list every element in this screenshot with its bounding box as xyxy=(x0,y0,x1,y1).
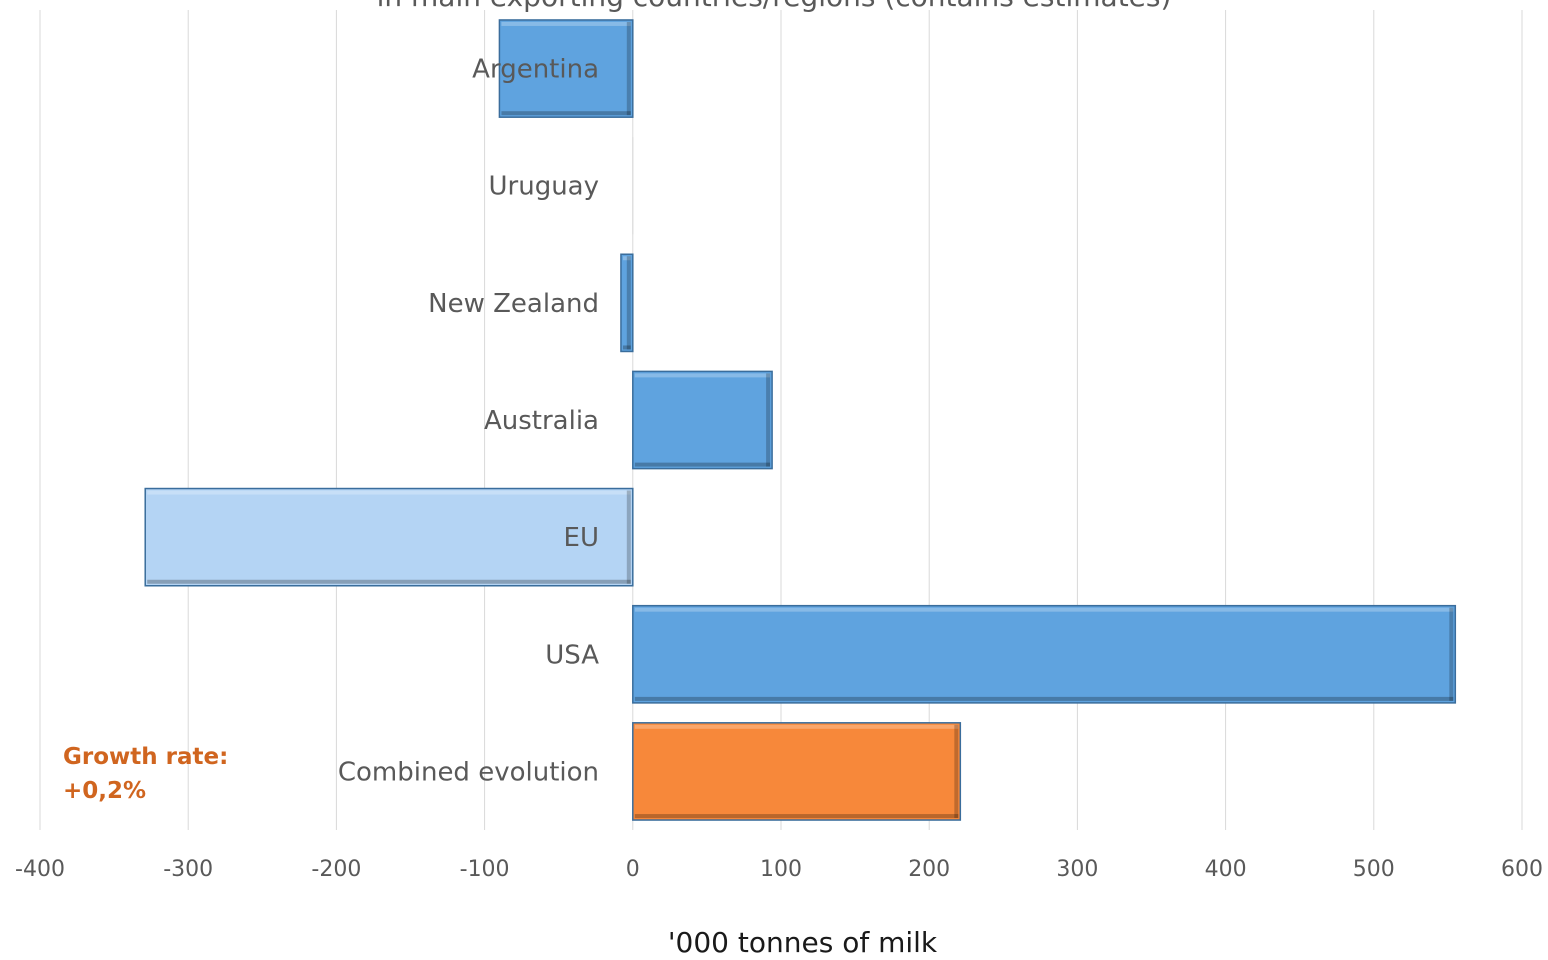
bar-bevel-right xyxy=(626,490,631,584)
x-tick-label: 200 xyxy=(908,857,950,882)
bar-bevel-right xyxy=(626,256,631,350)
category-label: EU xyxy=(564,523,599,553)
bar-new-zealand xyxy=(620,253,634,353)
bar-bevel-top xyxy=(501,21,631,26)
x-tick-label: 600 xyxy=(1501,857,1543,882)
x-tick-label: -100 xyxy=(460,857,510,882)
bar-bevel-top xyxy=(147,490,631,495)
bars xyxy=(144,19,1457,821)
bar-rect xyxy=(620,253,634,353)
bar-bevel-right xyxy=(766,373,771,467)
x-tick-label: -400 xyxy=(15,857,65,882)
x-tick-label: 100 xyxy=(760,857,802,882)
x-tick-label: -300 xyxy=(163,857,213,882)
category-label: New Zealand xyxy=(428,289,599,319)
bar-bevel-right xyxy=(954,724,959,819)
bar-bevel-top xyxy=(634,724,959,729)
bar-bevel-top xyxy=(634,607,1454,612)
bar-rect xyxy=(144,487,634,587)
category-label: Australia xyxy=(484,406,599,436)
chart-subtitle: in main exporting countries/regions (con… xyxy=(0,0,1548,13)
x-tick-label: 300 xyxy=(1056,857,1098,882)
category-labels: Argentina Uruguay New Zealand Australia EU US… xyxy=(338,55,599,788)
bar-argentina xyxy=(498,19,634,118)
category-label: USA xyxy=(545,640,599,670)
bar-bevel-bottom xyxy=(634,814,959,819)
bar-bevel-bottom xyxy=(147,579,631,584)
growth-rate-note: Growth rate: +0,2% xyxy=(63,740,228,808)
x-tick-label: 500 xyxy=(1353,857,1395,882)
x-tick-label: -200 xyxy=(311,857,361,882)
bar-bevel-right xyxy=(626,21,631,116)
x-axis-title: '000 tonnes of milk xyxy=(667,926,938,959)
bar-rect xyxy=(632,604,1457,704)
bar-combined-evolution xyxy=(632,722,962,821)
category-label: Argentina xyxy=(472,55,599,85)
growth-rate-label: Growth rate: xyxy=(63,744,229,770)
bar-bevel-bottom xyxy=(622,345,631,350)
bar-usa xyxy=(632,604,1457,704)
bar-bevel-top xyxy=(634,373,771,378)
bar-australia xyxy=(632,370,773,470)
x-tick-label: 0 xyxy=(626,857,640,882)
bar-bevel-bottom xyxy=(634,462,771,467)
bar-eu xyxy=(144,487,634,587)
bar-rect xyxy=(498,19,634,118)
bar-rect xyxy=(632,370,773,470)
bar-bevel-right xyxy=(1449,607,1454,701)
bar-bevel-top xyxy=(622,256,631,261)
bar-bevel-bottom xyxy=(634,696,1454,701)
category-label: Combined evolution xyxy=(338,757,599,787)
growth-rate-value: +0,2% xyxy=(63,778,147,804)
bar-bevel-bottom xyxy=(501,111,631,116)
x-tick-labels: -400 -300 -200 -100 0 100 200 300 400 500 600 xyxy=(15,857,1543,882)
category-label: Uruguay xyxy=(489,172,600,202)
grid-lines xyxy=(39,10,1523,830)
bar-rect xyxy=(632,722,962,821)
x-tick-label: 400 xyxy=(1205,857,1247,882)
